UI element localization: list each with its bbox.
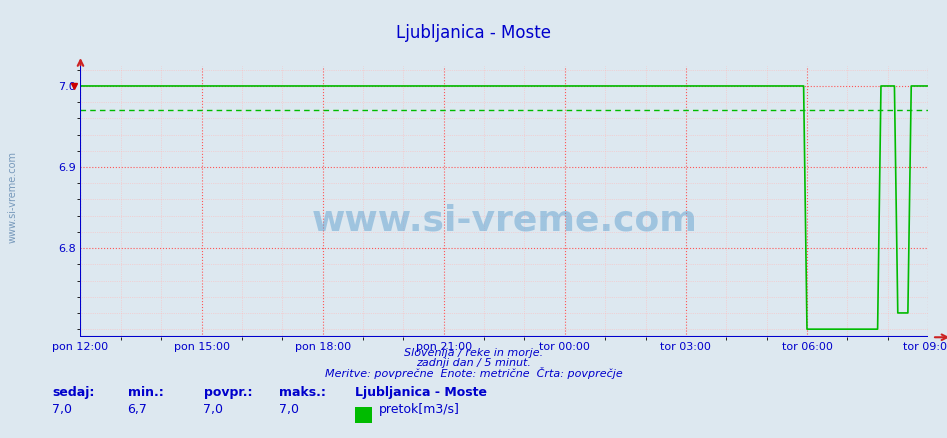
Text: 7,0: 7,0 xyxy=(203,403,223,416)
Text: www.si-vreme.com: www.si-vreme.com xyxy=(312,204,697,237)
Text: pretok[m3/s]: pretok[m3/s] xyxy=(379,403,459,416)
Text: Ljubljanica - Moste: Ljubljanica - Moste xyxy=(355,386,487,399)
Text: Meritve: povprečne  Enote: metrične  Črta: povprečje: Meritve: povprečne Enote: metrične Črta:… xyxy=(325,367,622,379)
Text: 6,7: 6,7 xyxy=(128,403,147,416)
Text: Slovenija / reke in morje.: Slovenija / reke in morje. xyxy=(404,348,543,358)
Text: 7,0: 7,0 xyxy=(278,403,299,416)
Text: maks.:: maks.: xyxy=(279,386,326,399)
Text: www.si-vreme.com: www.si-vreme.com xyxy=(8,151,17,243)
Text: 7,0: 7,0 xyxy=(51,403,72,416)
Text: sedaj:: sedaj: xyxy=(52,386,95,399)
Text: min.:: min.: xyxy=(128,386,164,399)
Text: Ljubljanica - Moste: Ljubljanica - Moste xyxy=(396,24,551,42)
Text: povpr.:: povpr.: xyxy=(204,386,252,399)
Text: zadnji dan / 5 minut.: zadnji dan / 5 minut. xyxy=(416,358,531,368)
